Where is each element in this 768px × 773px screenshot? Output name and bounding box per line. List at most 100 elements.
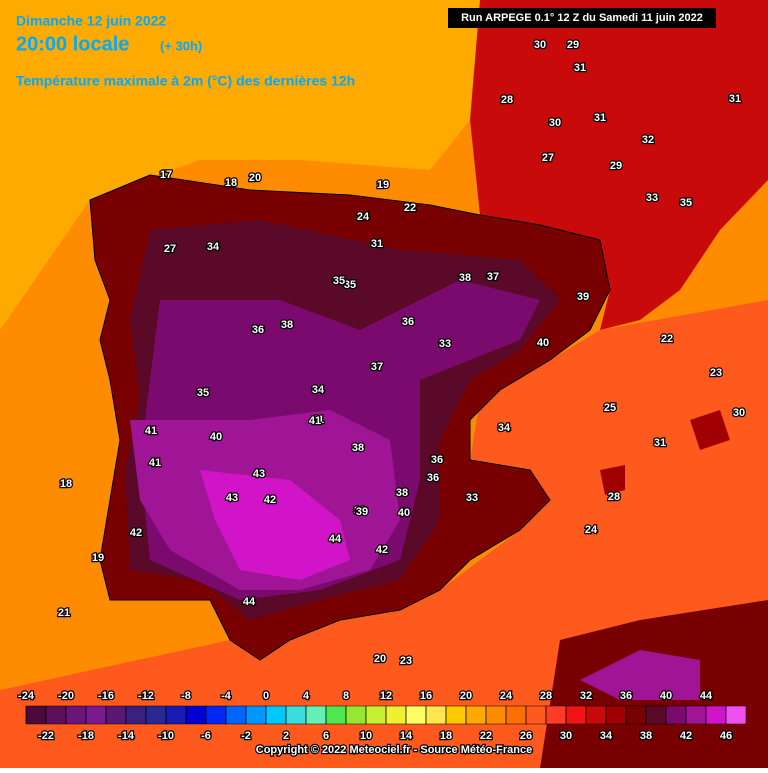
station-temp: 39 <box>356 506 368 518</box>
station-temp: 31 <box>654 437 666 449</box>
lead-time: (+ 30h) <box>160 38 202 53</box>
colorbar-swatch <box>385 705 407 725</box>
colorbar-label: 30 <box>560 730 572 742</box>
colorbar-label: 46 <box>720 730 732 742</box>
station-temp: 24 <box>357 211 370 223</box>
parameter: Température maximale à 2m (°C) des derni… <box>16 73 355 89</box>
station-temp: 42 <box>264 494 276 506</box>
colorbar-label: -20 <box>58 690 74 702</box>
colorbar-swatch <box>45 705 67 725</box>
colorbar-swatch <box>465 705 487 725</box>
time: 20:00 locale <box>16 33 129 55</box>
colorbar-swatch <box>525 705 547 725</box>
colorbar-label: 16 <box>420 690 432 702</box>
station-temp: 29 <box>567 39 579 51</box>
colorbar-swatch <box>245 705 267 725</box>
station-temp: 31 <box>574 62 586 74</box>
station-temp: 34 <box>207 241 220 253</box>
land-france <box>470 0 768 330</box>
colorbar-label: -22 <box>38 730 54 742</box>
station-temp: 38 <box>352 442 364 454</box>
station-temp: 36 <box>402 316 414 328</box>
colorbar-label: 10 <box>360 730 372 742</box>
station-temp: 43 <box>253 468 265 480</box>
colorbar-swatch <box>145 705 167 725</box>
station-temp: 29 <box>610 160 622 172</box>
station-temp: 37 <box>487 271 499 283</box>
station-temp: 38 <box>281 319 293 331</box>
station-temp: 27 <box>164 243 176 255</box>
colorbar-swatch <box>125 705 147 725</box>
station-temp: 21 <box>58 607 70 619</box>
colorbar-label: 22 <box>480 730 492 742</box>
colorbar-swatch <box>625 705 647 725</box>
colorbar-label: -2 <box>241 730 251 742</box>
colorbar-label: 44 <box>700 690 713 702</box>
colorbar-swatch <box>105 705 127 725</box>
station-temp: 25 <box>604 402 616 414</box>
station-temp: 23 <box>710 367 722 379</box>
station-temp: 41 <box>145 425 157 437</box>
colorbar-label: 26 <box>520 730 532 742</box>
station-temp: 27 <box>542 152 554 164</box>
copyright: Copyright © 2022 Meteociel.fr - Source M… <box>256 744 532 756</box>
station-temp: 31 <box>371 238 383 250</box>
station-temp: 28 <box>501 94 513 106</box>
station-temp: 18 <box>60 478 72 490</box>
station-temp: 35 <box>197 387 209 399</box>
colorbar-label: -12 <box>138 690 154 702</box>
colorbar-swatch <box>85 705 107 725</box>
colorbar-label: 40 <box>660 690 672 702</box>
station-temp: 39 <box>577 291 589 303</box>
colorbar-swatch <box>25 705 47 725</box>
colorbar-label: -24 <box>18 690 35 702</box>
colorbar-swatch <box>545 705 567 725</box>
colorbar-swatch <box>305 705 327 725</box>
station-temp: 23 <box>400 655 412 667</box>
colorbar-swatch <box>425 705 447 725</box>
island-mallorca <box>600 465 625 495</box>
iberia-hottest <box>200 470 350 580</box>
station-temp: 19 <box>92 552 104 564</box>
colorbar-swatch <box>485 705 507 725</box>
station-temp: 43 <box>226 492 238 504</box>
station-temp: 33 <box>439 338 451 350</box>
station-temp: 40 <box>210 431 222 443</box>
station-temp: 22 <box>404 202 416 214</box>
colorbar-swatch <box>725 705 747 725</box>
land-africa-hot <box>580 650 700 700</box>
station-temp: 41 <box>312 414 324 426</box>
station-temp: 42 <box>376 544 388 556</box>
colorbar-swatch <box>185 705 207 725</box>
station-temp: 44 <box>243 596 256 608</box>
colorbar-label: 8 <box>343 690 349 702</box>
station-temp: 24 <box>585 524 598 536</box>
station-temp: 35 <box>680 197 692 209</box>
station-temp: 41 <box>309 415 321 427</box>
colorbar-label: -6 <box>201 730 211 742</box>
station-temp: 38 <box>396 487 408 499</box>
date: Dimanche 12 juin 2022 <box>16 13 166 29</box>
colorbar-label: -16 <box>98 690 114 702</box>
station-temp: 36 <box>252 324 264 336</box>
station-temp: 40 <box>398 507 410 519</box>
colorbar-label: 20 <box>460 690 472 702</box>
colorbar-label: 24 <box>500 690 513 702</box>
colorbar-swatch <box>445 705 467 725</box>
colorbar-label: 34 <box>600 730 613 742</box>
colorbar-label: 0 <box>263 690 269 702</box>
colorbar-swatch <box>605 705 627 725</box>
run-banner <box>448 8 716 28</box>
colorbar-label: 42 <box>680 730 692 742</box>
colorbar-swatch <box>505 705 527 725</box>
colorbar-swatch <box>205 705 227 725</box>
colorbar-label: -10 <box>158 730 174 742</box>
station-temp: 38 <box>459 272 471 284</box>
colorbar-label: 28 <box>540 690 552 702</box>
colorbar-swatch <box>645 705 667 725</box>
station-temp: 28 <box>608 491 620 503</box>
station-temp: 35 <box>344 279 356 291</box>
colorbar-label: 18 <box>440 730 452 742</box>
station-temp: 41 <box>149 457 161 469</box>
